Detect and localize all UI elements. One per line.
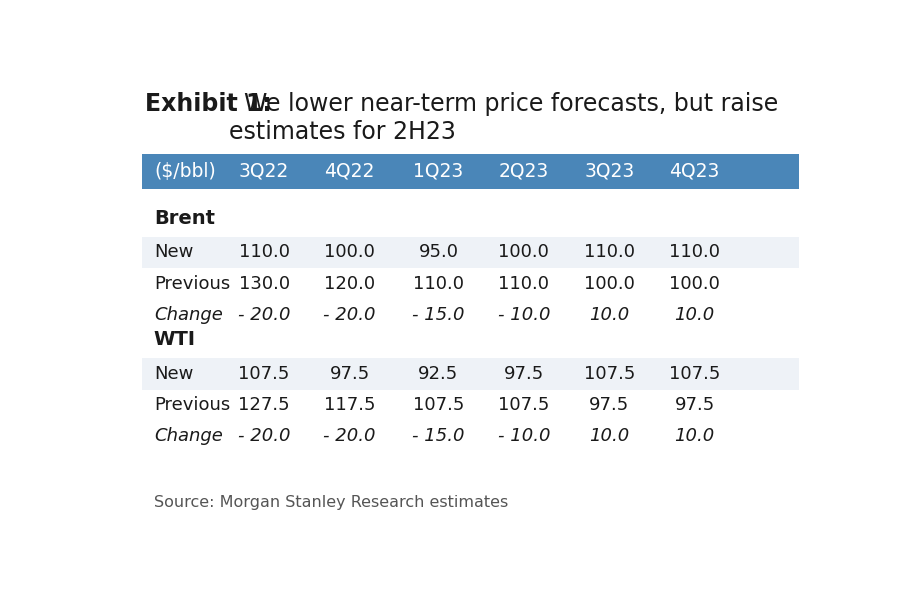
Text: Source: Morgan Stanley Research estimates: Source: Morgan Stanley Research estimate… (154, 495, 509, 510)
Text: Change: Change (154, 306, 223, 324)
Text: - 15.0: - 15.0 (412, 306, 465, 324)
Text: New: New (154, 365, 194, 383)
Text: 100.0: 100.0 (669, 275, 720, 293)
Text: 130.0: 130.0 (239, 275, 290, 293)
Text: - 20.0: - 20.0 (238, 306, 290, 324)
Text: 97.5: 97.5 (675, 396, 715, 414)
Text: 3Q22: 3Q22 (239, 162, 289, 181)
Text: ($/bbl): ($/bbl) (154, 162, 216, 181)
Text: - 10.0: - 10.0 (498, 427, 550, 445)
Text: 97.5: 97.5 (589, 396, 630, 414)
Text: 110.0: 110.0 (413, 275, 464, 293)
Text: 10.0: 10.0 (675, 427, 715, 445)
Text: 127.5: 127.5 (239, 396, 290, 414)
Text: WTI: WTI (154, 331, 196, 349)
Bar (141, 154, 800, 188)
Bar (141, 390, 800, 421)
Text: New: New (154, 243, 194, 261)
Text: 107.5: 107.5 (413, 396, 465, 414)
Text: 107.5: 107.5 (239, 365, 290, 383)
Text: 1Q23: 1Q23 (413, 162, 464, 181)
Text: 2Q23: 2Q23 (498, 162, 549, 181)
Text: 110.0: 110.0 (239, 243, 290, 261)
Bar (141, 299, 800, 330)
Text: 97.5: 97.5 (504, 365, 544, 383)
Bar (141, 358, 800, 390)
Text: 3Q23: 3Q23 (584, 162, 634, 181)
Text: - 10.0: - 10.0 (498, 306, 550, 324)
Text: Brent: Brent (154, 209, 215, 228)
Text: - 15.0: - 15.0 (412, 427, 465, 445)
Text: 4Q22: 4Q22 (324, 162, 375, 181)
Bar (141, 237, 800, 268)
Text: Previous: Previous (154, 396, 230, 414)
Text: Change: Change (154, 427, 223, 445)
Text: 100.0: 100.0 (324, 243, 375, 261)
Text: 100.0: 100.0 (584, 275, 634, 293)
Text: 97.5: 97.5 (330, 365, 370, 383)
Text: 107.5: 107.5 (584, 365, 635, 383)
Text: 110.0: 110.0 (498, 275, 549, 293)
Text: 120.0: 120.0 (324, 275, 375, 293)
Text: - 20.0: - 20.0 (323, 427, 375, 445)
Text: 107.5: 107.5 (498, 396, 550, 414)
Text: 4Q23: 4Q23 (669, 162, 720, 181)
Text: 107.5: 107.5 (669, 365, 721, 383)
Text: Exhibit 1:: Exhibit 1: (145, 92, 272, 116)
Text: 100.0: 100.0 (498, 243, 549, 261)
Text: 10.0: 10.0 (589, 427, 630, 445)
Text: 110.0: 110.0 (669, 243, 720, 261)
Text: - 20.0: - 20.0 (238, 427, 290, 445)
Text: Previous: Previous (154, 275, 230, 293)
Text: - 20.0: - 20.0 (323, 306, 375, 324)
Text: 92.5: 92.5 (419, 365, 459, 383)
Text: 10.0: 10.0 (589, 306, 630, 324)
Text: We lower near-term price forecasts, but raise
estimates for 2H23: We lower near-term price forecasts, but … (229, 92, 778, 144)
Text: 117.5: 117.5 (324, 396, 375, 414)
Bar (141, 421, 800, 452)
Text: 10.0: 10.0 (675, 306, 715, 324)
Text: 110.0: 110.0 (584, 243, 634, 261)
Bar (141, 268, 800, 299)
Text: 95.0: 95.0 (419, 243, 458, 261)
